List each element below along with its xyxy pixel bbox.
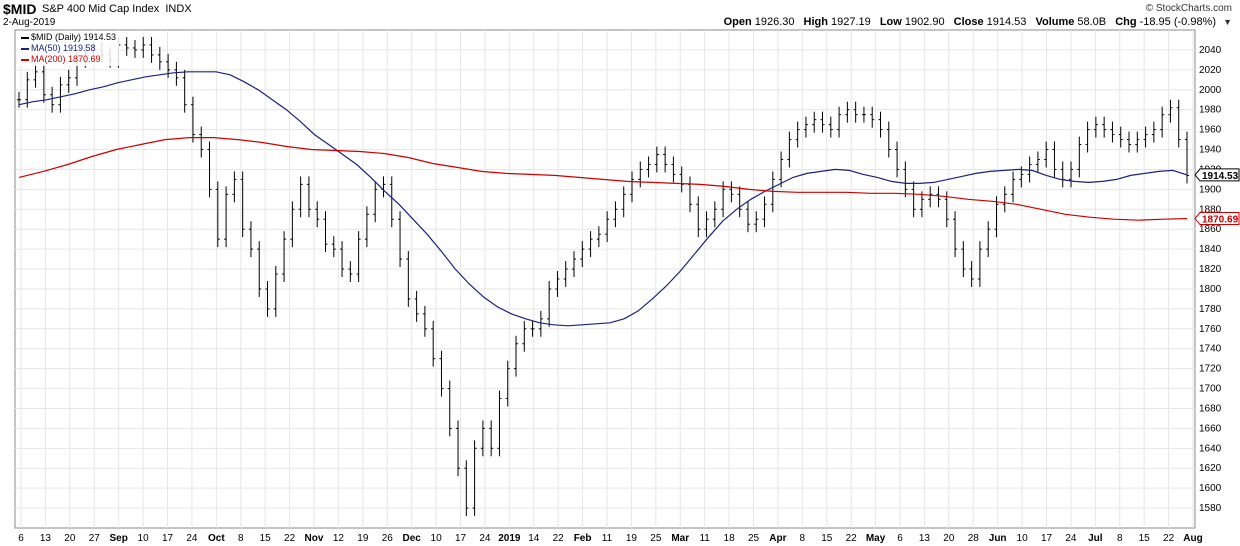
y-tick-label: 1860 — [1199, 224, 1222, 235]
y-tick-label: 1780 — [1199, 304, 1222, 315]
x-tick-label: 17 — [455, 533, 467, 544]
x-tick-label: Apr — [769, 533, 786, 544]
x-tick-label: 25 — [650, 533, 662, 544]
x-tick-label: 11 — [602, 533, 613, 544]
x-tick-label: 22 — [284, 533, 296, 544]
x-tick-label: 6 — [897, 533, 903, 544]
legend-price: $MID (Daily) 1914.53 — [21, 32, 116, 43]
x-tick-label: 13 — [919, 533, 931, 544]
y-tick-label: 1880 — [1199, 204, 1222, 215]
x-tick-label: May — [866, 533, 886, 544]
x-tick-label: 6 — [18, 533, 24, 544]
y-tick-label: 1640 — [1199, 443, 1222, 454]
x-tick-label: 17 — [1041, 533, 1053, 544]
x-tick-label: 10 — [1017, 533, 1029, 544]
x-tick-label: 19 — [626, 533, 638, 544]
x-tick-label: 24 — [479, 533, 491, 544]
x-tick-label: 10 — [138, 533, 150, 544]
x-tick-label: 11 — [699, 533, 710, 544]
x-tick-label: 15 — [260, 533, 272, 544]
symbol: $MID — [3, 1, 37, 17]
ma200-price-badge — [1194, 212, 1240, 226]
y-tick-label: 2040 — [1199, 45, 1222, 56]
y-tick-label: 1760 — [1199, 324, 1222, 335]
y-tick-label: 1660 — [1199, 423, 1222, 434]
close-price-badge-label: 1914.53 — [1202, 171, 1239, 182]
x-tick-label: 24 — [1065, 533, 1077, 544]
chevron-down-icon[interactable]: ▼ — [1223, 17, 1232, 27]
x-tick-label: Feb — [574, 533, 592, 544]
x-tick-label: Nov — [305, 533, 324, 544]
x-tick-label: Oct — [208, 533, 225, 544]
chart-header: $MID S&P 400 Mid Cap Index INDX 2-Aug-20… — [0, 0, 1240, 30]
y-tick-label: 1820 — [1199, 264, 1222, 275]
x-tick-label: Jun — [989, 533, 1007, 544]
x-tick-label: 8 — [800, 533, 806, 544]
index-name: S&P 400 Mid Cap Index INDX — [42, 3, 192, 15]
x-tick-label: 22 — [1163, 533, 1175, 544]
y-tick-label: 1840 — [1199, 244, 1222, 255]
x-tick-label: 28 — [968, 533, 980, 544]
plot-area — [14, 29, 1196, 529]
y-tick-label: 1680 — [1199, 403, 1222, 414]
ma50-line — [18, 71, 1188, 327]
copyright: © StockCharts.com — [1145, 3, 1232, 14]
x-tick-label: 20 — [64, 533, 76, 544]
x-tick-label: 22 — [846, 533, 858, 544]
x-tick-label: 27 — [89, 533, 101, 544]
ma200-price-badge-label: 1870.69 — [1202, 215, 1239, 226]
x-tick-label: Jul — [1088, 533, 1103, 544]
x-tick-label: 22 — [553, 533, 565, 544]
y-tick-label: 1940 — [1199, 145, 1222, 156]
x-tick-label: 15 — [821, 533, 833, 544]
x-tick-label: Aug — [1183, 533, 1202, 544]
x-tick-label: Mar — [671, 533, 689, 544]
y-tick-label: 1580 — [1199, 503, 1222, 514]
x-tick-label: 18 — [724, 533, 736, 544]
y-tick-label: 1960 — [1199, 125, 1222, 136]
x-tick-label: 17 — [162, 533, 174, 544]
y-tick-label: 1600 — [1199, 483, 1222, 494]
y-tick-label: 1900 — [1199, 184, 1222, 195]
x-tick-label: 25 — [748, 533, 760, 544]
ma200-line — [18, 137, 1188, 221]
ohlc-readout: Open 1926.30 High 1927.19 Low 1902.90 Close… — [723, 16, 1232, 28]
x-tick-label: 15 — [1139, 533, 1151, 544]
x-tick-label: 13 — [40, 533, 52, 544]
x-tick-label: 20 — [943, 533, 955, 544]
x-tick-label: 14 — [528, 533, 540, 544]
chart-date: 2-Aug-2019 — [3, 17, 56, 28]
legend-ma200: MA(200) 1870.69 — [21, 54, 116, 65]
x-tick-label: 12 — [333, 533, 345, 544]
y-tick-label: 1800 — [1199, 284, 1222, 295]
x-tick-label: 8 — [1117, 533, 1123, 544]
x-tick-label: 24 — [186, 533, 198, 544]
x-tick-label: 19 — [357, 533, 369, 544]
y-tick-label: 2000 — [1199, 85, 1222, 96]
y-tick-label: 1620 — [1199, 463, 1222, 474]
chart-legend: $MID (Daily) 1914.53 MA(50) 1919.58 MA(2… — [18, 31, 120, 66]
close-price-badge — [1194, 168, 1240, 182]
y-tick-label: 1700 — [1199, 384, 1222, 395]
legend-ma50: MA(50) 1919.58 — [21, 43, 116, 54]
x-tick-label: Sep — [109, 533, 127, 544]
x-tick-label: 26 — [382, 533, 394, 544]
y-tick-label: 2020 — [1199, 65, 1222, 76]
y-tick-label: 1980 — [1199, 105, 1222, 116]
y-tick-label: 1740 — [1199, 344, 1222, 355]
y-tick-label: 1720 — [1199, 364, 1222, 375]
x-tick-label: 8 — [238, 533, 244, 544]
x-tick-label: 10 — [431, 533, 443, 544]
x-tick-label: 2019 — [498, 533, 521, 544]
x-tick-label: Dec — [402, 533, 421, 544]
